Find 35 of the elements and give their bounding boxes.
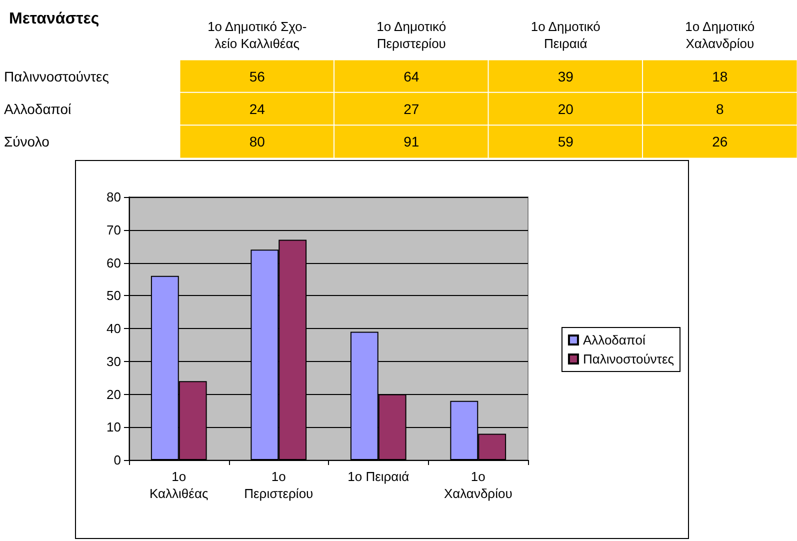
data-label: 64 bbox=[404, 68, 420, 84]
x-tick-label: 1ο Δημοτικό Πειραιά bbox=[530, 19, 600, 51]
data-label: 8 bbox=[716, 101, 724, 117]
data-label: 24 bbox=[249, 101, 266, 117]
y-tick-label: 30 bbox=[106, 354, 121, 369]
legend-label: Αλλοδαποί bbox=[582, 332, 646, 348]
y-tick-label: 40 bbox=[106, 321, 121, 336]
y-tick-label: 0 bbox=[114, 452, 121, 468]
y-tick-label: Παλιννοστούντες bbox=[4, 68, 110, 84]
y-tick-label: 70 bbox=[106, 222, 121, 238]
data-label: 18 bbox=[712, 68, 728, 84]
y-tick-label: 20 bbox=[106, 386, 121, 402]
data-label: 27 bbox=[404, 101, 420, 117]
x-tick-label: 1ο Δημοτικό Περιστερίου bbox=[376, 19, 446, 51]
y-axis-title: Μετανάστες bbox=[9, 10, 100, 28]
data-label: 56 bbox=[249, 68, 266, 84]
data-label: 20 bbox=[558, 101, 574, 117]
y-tick-label: 60 bbox=[106, 255, 121, 270]
data-label: 80 bbox=[249, 134, 266, 150]
x-tick-label: 1ο Καλλιθέας bbox=[150, 469, 208, 501]
y-tick-label: Αλλοδαποί bbox=[4, 101, 72, 117]
x-tick-label: 1ο Περιστερίου bbox=[244, 469, 314, 501]
data-label: 26 bbox=[712, 134, 728, 150]
legend-label: Παλινοστούντες bbox=[582, 352, 674, 366]
data-label: 39 bbox=[558, 68, 574, 84]
x-tick-label: 1ο Πειραιά bbox=[348, 469, 410, 484]
y-tick-label: 10 bbox=[106, 420, 121, 435]
data-label: 59 bbox=[558, 134, 574, 150]
y-tick-label: Σύνολο bbox=[4, 134, 50, 150]
y-tick-label: 80 bbox=[106, 190, 121, 204]
x-tick-label: 1ο Δημοτικό Χαλανδρίου bbox=[685, 19, 755, 51]
x-tick-label: 1ο Δημοτικό Σχο- λείο Καλλιθέας bbox=[208, 19, 307, 51]
x-tick-label: 1ο Χαλανδρίου bbox=[444, 469, 512, 501]
y-tick-label: 50 bbox=[106, 288, 121, 304]
data-label: 91 bbox=[404, 134, 420, 150]
